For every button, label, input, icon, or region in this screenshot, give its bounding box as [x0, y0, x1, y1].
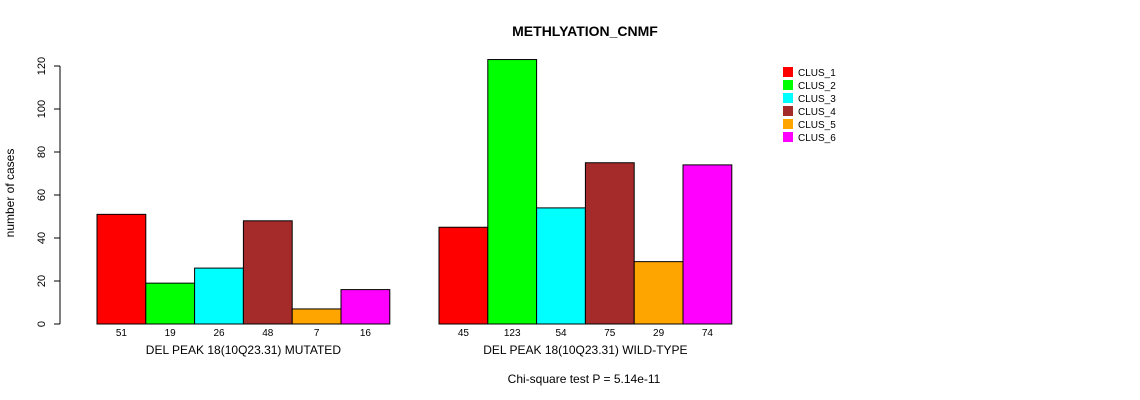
legend-swatch — [783, 119, 793, 129]
bar-clus-2 — [145, 282, 196, 325]
bar-value-label: 75 — [604, 328, 616, 339]
legend-label: CLUS_3 — [798, 94, 836, 105]
bar-value-label: 45 — [458, 328, 470, 339]
y-tick-label: 0 — [36, 321, 48, 327]
y-axis: 0 20 40 60 80 100 120 — [36, 57, 61, 327]
bar-clus-1 — [438, 226, 489, 325]
bars: 51 19 26 48 7 16 45 123 54 75 29 74 — [96, 59, 733, 339]
legend-label: CLUS_4 — [798, 107, 836, 118]
legend-swatch — [783, 93, 793, 103]
bar-clus-6 — [682, 164, 733, 325]
legend-label: CLUS_1 — [798, 68, 836, 79]
legend-swatch — [783, 106, 793, 116]
y-tick-label: 60 — [36, 189, 48, 201]
bar-value-label: 54 — [555, 328, 567, 339]
bar-clus-1 — [96, 213, 147, 325]
legend-swatch — [783, 67, 793, 77]
bar-value-label: 123 — [504, 328, 521, 339]
y-tick-label: 40 — [36, 232, 48, 244]
chart-title: METHLYATION_CNMF — [512, 23, 658, 39]
y-axis-label: number of cases — [3, 149, 17, 238]
bar-clus-4 — [584, 162, 635, 325]
legend-label: CLUS_6 — [798, 133, 836, 144]
bar-value-label: 19 — [165, 328, 177, 339]
legend-swatch — [783, 80, 793, 90]
bar-clus-4 — [242, 220, 293, 325]
bar-value-label: 7 — [314, 328, 320, 339]
y-tick-label: 100 — [36, 100, 48, 118]
y-tick-label: 20 — [36, 275, 48, 287]
bar-value-label: 74 — [702, 328, 714, 339]
y-tick-label: 120 — [36, 57, 48, 75]
bar-clus-3 — [536, 207, 586, 325]
footnote: Chi-square test P = 5.14e-11 — [508, 372, 661, 386]
bar-value-label: 51 — [116, 328, 128, 339]
legend-swatch — [783, 132, 793, 142]
bar-value-label: 29 — [653, 328, 665, 339]
bar-clus-6 — [340, 289, 391, 325]
group-labels: DEL PEAK 18(10Q23.31) MUTATED DEL PEAK 18… — [146, 343, 688, 357]
legend-label: CLUS_2 — [798, 81, 836, 92]
y-tick-label: 80 — [36, 146, 48, 158]
bar-clus-5 — [291, 308, 342, 325]
bar-clus-5 — [633, 261, 684, 325]
group-label: DEL PEAK 18(10Q23.31) WILD-TYPE — [483, 343, 687, 357]
legend-label: CLUS_5 — [798, 120, 836, 131]
bar-clus-2 — [487, 59, 538, 325]
bar-value-label: 48 — [262, 328, 274, 339]
bar-clus-3 — [194, 267, 244, 325]
bar-value-label: 26 — [213, 328, 225, 339]
group-label: DEL PEAK 18(10Q23.31) MUTATED — [146, 343, 342, 357]
bar-value-label: 16 — [360, 328, 372, 339]
legend: CLUS_1 CLUS_2 CLUS_3 CLUS_4 CLUS_5 CLUS_6 — [783, 67, 836, 144]
